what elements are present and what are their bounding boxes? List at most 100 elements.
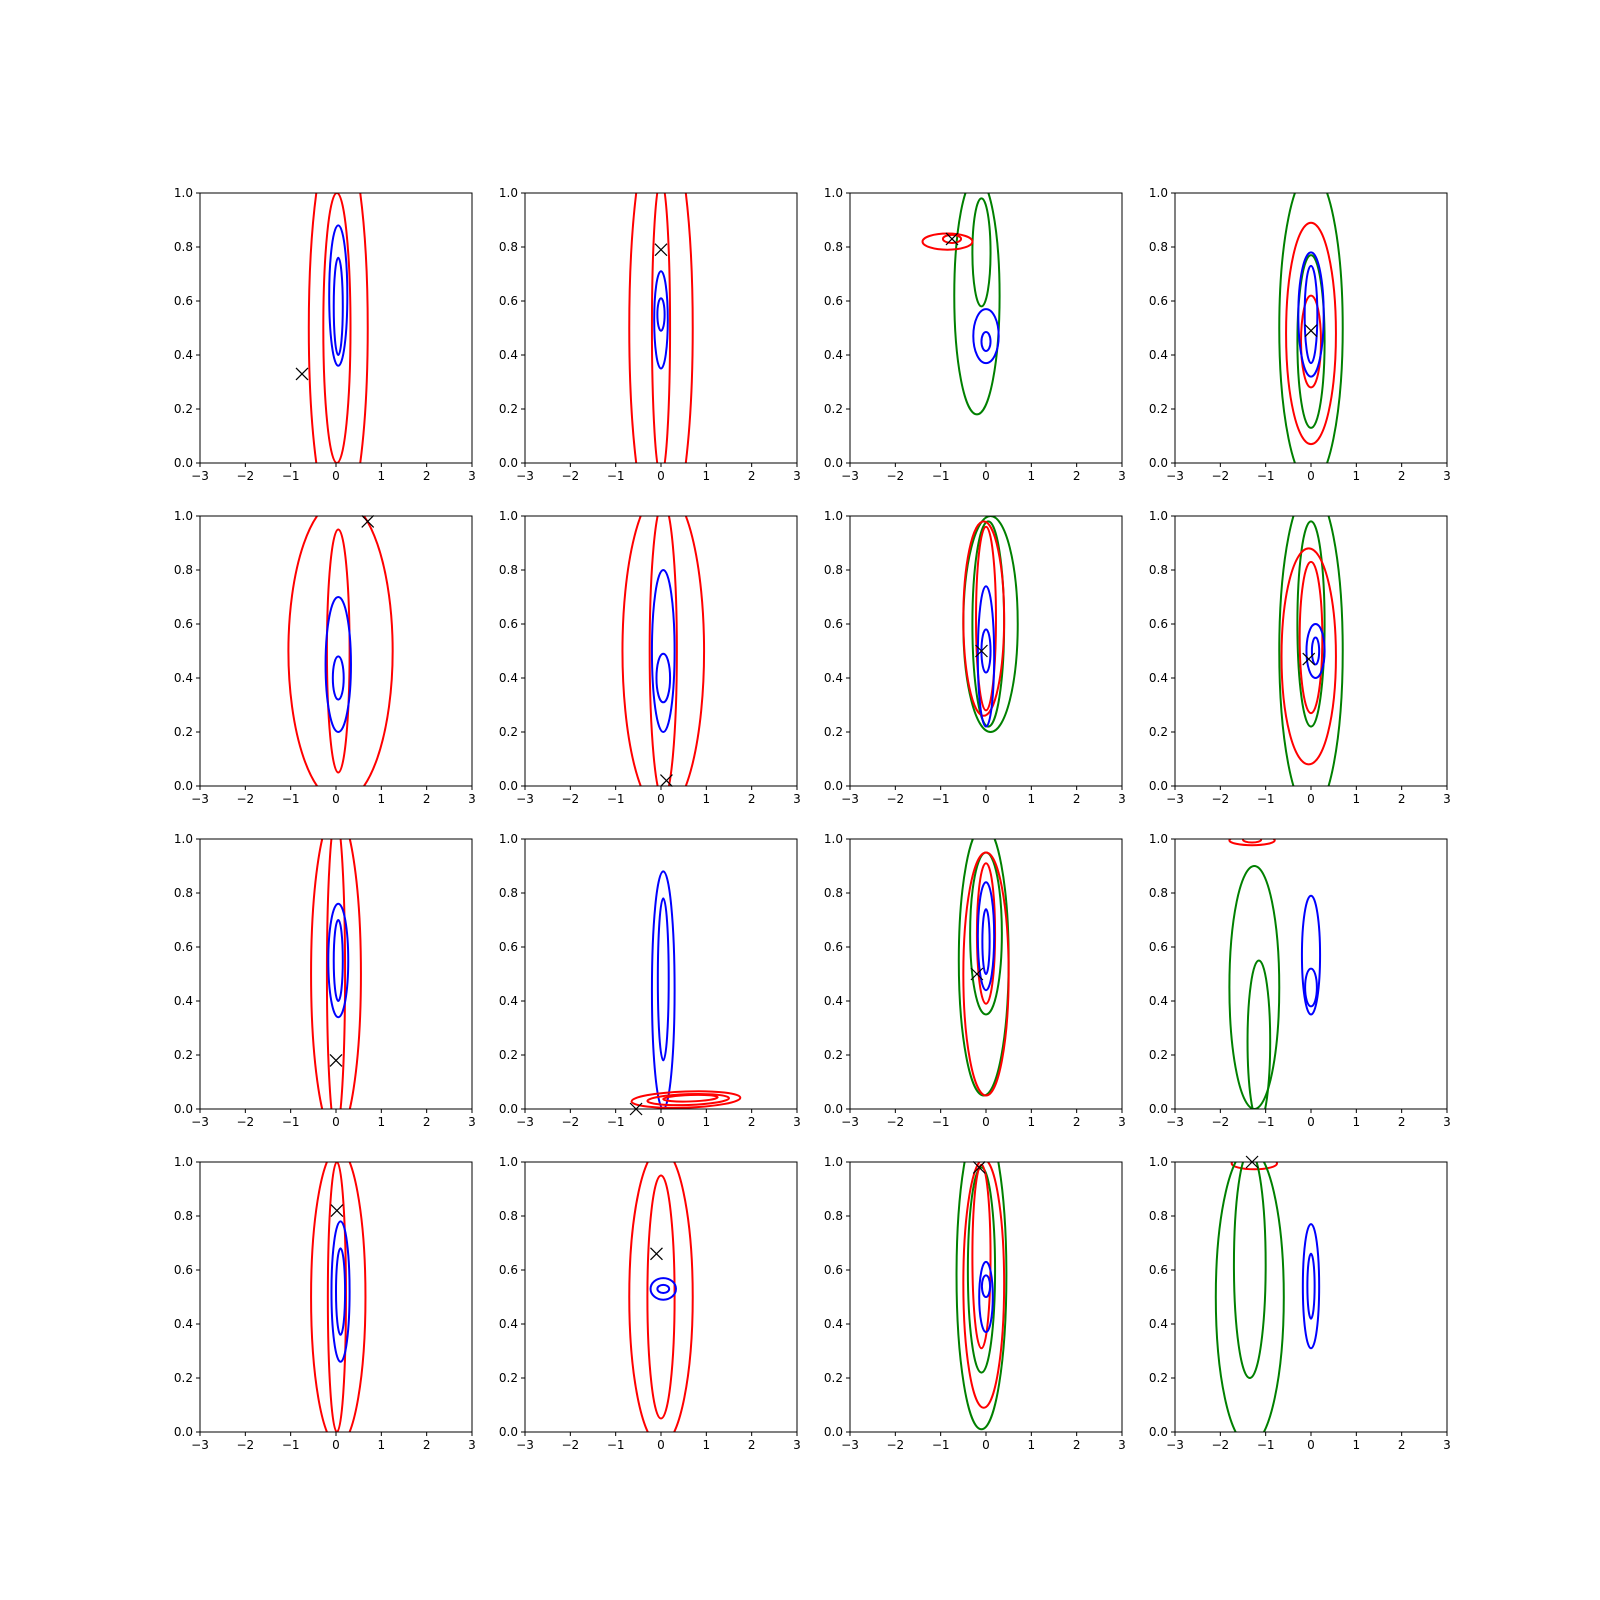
- blue-contour: [649, 1277, 677, 1301]
- x-marker: [650, 1247, 663, 1261]
- blue-contour: [980, 628, 992, 674]
- blue-contour: [1300, 894, 1322, 1016]
- x-tick-label: 3: [1118, 469, 1126, 483]
- plot-area: [307, 193, 369, 463]
- y-tick-label: 0.0: [174, 779, 193, 793]
- x-tick-label: 0: [1307, 1438, 1315, 1452]
- y-tick-label: 0.4: [824, 994, 843, 1008]
- y-tick-label: 0.2: [174, 1048, 193, 1062]
- plot-area: [287, 516, 394, 786]
- y-tick-label: 0.6: [1149, 1263, 1168, 1277]
- x-tick-label: 1: [378, 1115, 386, 1129]
- plot-area: [310, 1162, 367, 1432]
- x-tick-label: −1: [282, 469, 300, 483]
- plot-area: [628, 1162, 694, 1432]
- x-tick-label: 3: [468, 1438, 476, 1452]
- x-tick-label: 0: [332, 1438, 340, 1452]
- y-tick-label: 0.6: [1149, 617, 1168, 631]
- subplot-8: −3 −2 −1 0 1 2 3 0.0 0.2 0.4 0.6 0.8 1.0: [1149, 509, 1451, 806]
- red-contour: [1300, 294, 1322, 389]
- y-tick-label: 0.4: [1149, 994, 1168, 1008]
- y-tick-label: 0.2: [824, 1371, 843, 1385]
- blue-contour: [1305, 623, 1326, 679]
- plot-area: [1278, 516, 1344, 786]
- y-tick-label: 0.4: [499, 348, 518, 362]
- y-tick-label: 0.8: [174, 1209, 193, 1223]
- x-marker-stroke: [330, 1204, 344, 1218]
- blue-contour: [980, 331, 992, 352]
- red-contour: [630, 1090, 742, 1109]
- y-tick-label: 0.2: [1149, 1048, 1168, 1062]
- x-tick-label: 2: [423, 1115, 431, 1129]
- x-tick-label: −2: [886, 1115, 904, 1129]
- x-tick-label: 3: [468, 469, 476, 483]
- y-tick-label: 0.6: [499, 1263, 518, 1277]
- y-tick-label: 1.0: [174, 1155, 193, 1169]
- subplot-6: −3 −2 −1 0 1 2 3 0.0 0.2 0.4 0.6 0.8 1.0: [499, 509, 801, 806]
- y-tick-label: 0.4: [1149, 1317, 1168, 1331]
- y-tick-label: 0.2: [499, 725, 518, 739]
- x-tick-label: −1: [1257, 1438, 1275, 1452]
- x-tick-label: 2: [748, 792, 756, 806]
- blue-contour: [976, 881, 996, 992]
- red-contour: [310, 839, 362, 1109]
- green-contour: [1228, 865, 1281, 1109]
- x-tick-label: 3: [1118, 1115, 1126, 1129]
- x-marker: [361, 514, 375, 528]
- x-tick-label: −2: [561, 469, 579, 483]
- x-tick-label: 1: [1353, 792, 1361, 806]
- y-tick-label: 0.8: [1149, 240, 1168, 254]
- x-tick-label: −2: [886, 1438, 904, 1452]
- x-tick-label: 2: [1398, 469, 1406, 483]
- red-contour: [662, 1093, 719, 1103]
- x-tick-label: 1: [378, 1438, 386, 1452]
- subplot-4: −3 −2 −1 0 1 2 3 0.0 0.2 0.4 0.6 0.8 1.0: [1149, 186, 1451, 483]
- y-tick-label: 0.0: [174, 456, 193, 470]
- red-contour: [307, 193, 369, 463]
- y-tick-label: 0.4: [499, 994, 518, 1008]
- blue-contour: [328, 224, 349, 367]
- y-tick-label: 0.2: [174, 402, 193, 416]
- y-tick-label: 0.8: [174, 886, 193, 900]
- x-tick-label: −2: [561, 1438, 579, 1452]
- x-tick-label: −2: [886, 792, 904, 806]
- plot-area: [957, 839, 1010, 1097]
- red-contour: [1242, 839, 1263, 844]
- red-contour: [310, 1162, 367, 1432]
- blue-contour: [650, 569, 676, 733]
- red-contour: [650, 193, 672, 463]
- axes-frame: [524, 192, 798, 464]
- blue-contour: [1301, 1223, 1321, 1350]
- red-contour: [1298, 560, 1324, 715]
- subplot-1: −3 −2 −1 0 1 2 3 0.0 0.2 0.4 0.6 0.8 1.0: [174, 186, 476, 483]
- y-tick-label: 0.0: [824, 779, 843, 793]
- y-tick-label: 1.0: [824, 832, 843, 846]
- x-tick-label: 1: [703, 469, 711, 483]
- y-tick-label: 0.8: [499, 563, 518, 577]
- x-marker: [975, 644, 988, 658]
- x-tick-label: 1: [703, 1115, 711, 1129]
- x-tick-label: −2: [236, 469, 254, 483]
- plot-area: [921, 193, 1001, 416]
- blue-contour: [331, 655, 345, 701]
- y-tick-label: 0.8: [1149, 886, 1168, 900]
- y-tick-label: 0.6: [824, 617, 843, 631]
- y-tick-label: 0.4: [1149, 671, 1168, 685]
- y-tick-label: 1.0: [824, 509, 843, 523]
- x-marker: [660, 774, 673, 788]
- blue-contour: [656, 1283, 671, 1294]
- y-tick-label: 1.0: [1149, 509, 1168, 523]
- y-tick-label: 0.6: [824, 940, 843, 954]
- y-tick-label: 0.6: [499, 617, 518, 631]
- axes-frame: [524, 1161, 798, 1433]
- y-tick-label: 0.0: [174, 1425, 193, 1439]
- subplot-9: −3 −2 −1 0 1 2 3 0.0 0.2 0.4 0.6 0.8 1.0: [174, 832, 476, 1129]
- y-tick-label: 0.8: [499, 240, 518, 254]
- x-tick-label: −1: [607, 1115, 625, 1129]
- plot-area: [310, 839, 362, 1109]
- axes-frame: [849, 192, 1123, 464]
- plot-area: [1278, 193, 1344, 463]
- x-marker: [329, 1053, 343, 1067]
- x-tick-label: −3: [1166, 1115, 1184, 1129]
- blue-contour: [656, 297, 666, 332]
